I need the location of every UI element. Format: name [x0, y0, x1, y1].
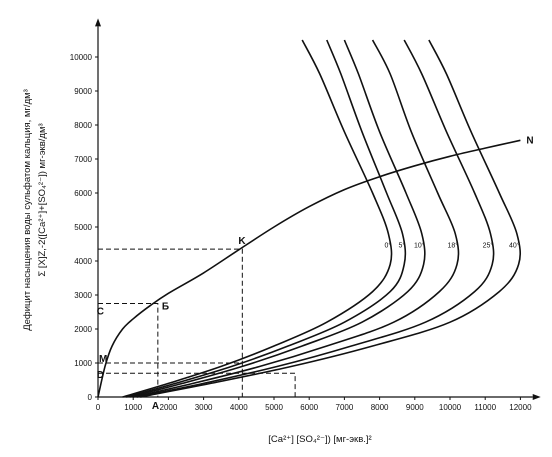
y-tick-label: 0 [88, 393, 93, 402]
isotherm-line [140, 39, 522, 398]
y-tick-label: 5000 [74, 223, 92, 232]
dashed-guide-line [98, 372, 296, 397]
y-tick-label: 7000 [74, 155, 92, 164]
isotherm-line [125, 39, 407, 398]
y-tick-label: 9000 [74, 87, 92, 96]
y-tick-label: 6000 [74, 189, 92, 198]
y-axis-arrow [95, 18, 101, 27]
x-tick-label: 4000 [230, 403, 248, 412]
isotherm-label: 18° [447, 241, 458, 249]
isotherm-line [122, 39, 393, 398]
isotherm-line [129, 39, 426, 398]
y-tick-label: 10000 [70, 53, 93, 62]
point-label: A [152, 401, 159, 412]
dashed-guide-line [98, 248, 243, 397]
x-tick-label: 2000 [160, 403, 178, 412]
x-tick-label: 12000 [509, 403, 532, 412]
isotherm-label: 40° [509, 241, 520, 249]
x-tick-label: 10000 [439, 403, 462, 412]
x-axis-arrow [532, 394, 541, 400]
saturation-curve-label: N [526, 135, 533, 146]
labels: N 0° 5° 10° 18° 25° 40° K Б С MD A [97, 135, 534, 412]
x-tick-label: 9000 [406, 403, 424, 412]
y-tick-label: 3000 [74, 291, 92, 300]
curves [97, 39, 522, 398]
y-tick-label: 1000 [74, 359, 92, 368]
x-tick-label: 5000 [265, 403, 283, 412]
isotherm-line [133, 39, 460, 398]
x-tick-label: 8000 [371, 403, 389, 412]
axes: 0 1000 2000 3000 4000 5000 6000 7000 8000 9000 100… [70, 18, 541, 412]
point-label: Б [162, 302, 169, 313]
x-tick-label: 11000 [474, 403, 496, 412]
point-label: K [238, 236, 246, 247]
dashed-guide-line [98, 303, 159, 397]
point-label: M [99, 354, 107, 365]
y-tick-label: 4000 [74, 257, 92, 266]
y-tick-label: 2000 [74, 325, 92, 334]
point-label: С [97, 307, 104, 318]
x-tick-label: 0 [96, 403, 101, 412]
x-axis-label: [Ca²⁺] [SO₄²⁻]) [мг-экв.]² [268, 434, 371, 445]
y-tick-label: 8000 [74, 121, 92, 130]
y-axis-label-line1: Дефицит насыщения воды сульфатом кальция… [22, 89, 33, 331]
x-tick-label: 7000 [336, 403, 354, 412]
isotherm-line [136, 39, 495, 398]
isotherm-label: 0° [384, 241, 391, 249]
isotherm-label: 25° [483, 241, 494, 249]
x-tick-label: 6000 [300, 403, 318, 412]
guide-lines [98, 248, 296, 397]
isotherm-label: 10° [414, 241, 425, 249]
point-label: D [97, 370, 104, 381]
x-tick-label: 1000 [124, 403, 142, 412]
isotherm-label: 5° [399, 241, 406, 249]
y-axis-label-line2: Σ [X]Z,-2([Ca²⁺]+[SO₄²⁻]) мг-экв/дм³ [37, 123, 48, 276]
x-tick-label: 3000 [195, 403, 213, 412]
